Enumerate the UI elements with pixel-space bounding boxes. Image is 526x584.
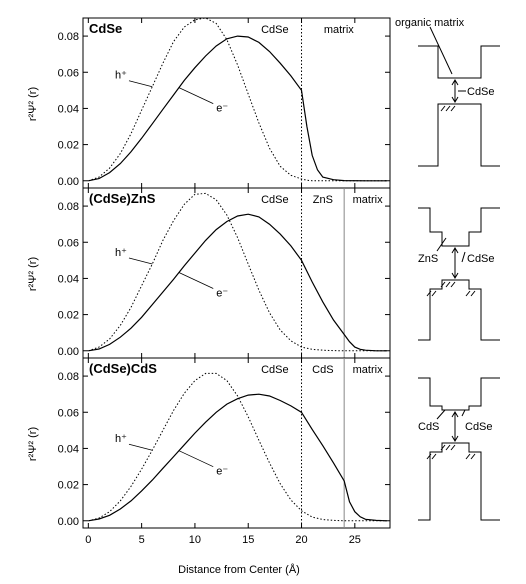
panel-title: (CdSe)CdS	[89, 361, 157, 376]
gap-arrow-head	[451, 79, 459, 103]
hole-curve	[88, 192, 387, 352]
region-label: CdSe	[261, 194, 289, 206]
plot-frame	[82, 357, 391, 529]
x-tick-label: 0	[85, 534, 91, 546]
electron-label: e⁻	[216, 103, 228, 115]
panel-title: (CdSe)ZnS	[89, 191, 156, 206]
region-label: CdSe	[261, 24, 289, 36]
label-leader	[128, 80, 153, 88]
y-tick-label: 0.04	[58, 443, 79, 455]
y-axis-label: r²Ψ² (r)	[27, 257, 39, 291]
y-tick-label: 0.08	[58, 201, 79, 213]
x-axis-label: Distance from Center (Å)	[178, 563, 300, 576]
diagram-label-zns: ZnS	[418, 253, 438, 265]
electron-label: e⁻	[216, 288, 228, 300]
panel-2: 0.00 0.02 0.04 0.06 0.08 (CdSe)CdS CdSe CdS matr…	[58, 357, 391, 529]
valence-band-edge	[418, 279, 500, 341]
electron-curve	[88, 393, 387, 522]
label-leader	[178, 272, 214, 289]
y-tick-label: 0.02	[58, 140, 79, 152]
x-tick-label: 5	[139, 534, 145, 546]
y-tick-label: 0.00	[58, 516, 79, 528]
panel-1: 0.00 0.02 0.04 0.06 0.08 (CdSe)ZnS CdSe ZnS matr…	[58, 187, 391, 359]
hatch-marks	[440, 105, 456, 112]
hole-label: h⁺	[115, 433, 127, 445]
conduction-band-edge	[418, 45, 500, 79]
diagram-label-cdse: CdSe	[465, 421, 493, 433]
hole-label: h⁺	[115, 247, 127, 259]
region-label: matrix	[353, 364, 383, 376]
y-axis-label: r²Ψ² (r)	[27, 427, 39, 461]
region-label: ZnS	[313, 194, 333, 206]
electron-label: e⁻	[216, 466, 228, 478]
valence-band-edge	[418, 103, 500, 167]
y-axis-label: r²Ψ² (r)	[27, 87, 39, 121]
region-label: CdSe	[261, 364, 289, 376]
conduction-band-edge	[418, 207, 500, 247]
x-axis: 0 5 10 15 20 25	[85, 534, 361, 546]
y-tick-label: 0.02	[58, 310, 79, 322]
label-leader	[128, 443, 153, 451]
label-leader	[178, 450, 214, 468]
hole-curve	[88, 17, 387, 182]
plot-frame	[82, 17, 391, 189]
valence-band-edge	[418, 442, 500, 521]
hole-label: h⁺	[115, 70, 127, 82]
y-tick-label: 0.06	[58, 407, 79, 419]
gap-arrow-head	[451, 247, 459, 279]
diagram-label-cdse: CdSe	[467, 253, 495, 265]
electron-curve	[88, 35, 387, 182]
band-diagram-cdse-cds	[418, 377, 500, 521]
x-tick-label: 20	[295, 534, 307, 546]
x-tick-label: 25	[349, 534, 361, 546]
hatch-marks	[426, 281, 476, 297]
hatch-marks	[426, 444, 476, 460]
panel-0: 0.00 0.02 0.04 0.06 0.08 CdSe CdSe matrix h⁺ e⁻	[58, 17, 391, 189]
x-tick-label: 15	[242, 534, 254, 546]
region-label: matrix	[324, 24, 354, 36]
region-label: CdS	[312, 364, 333, 376]
gap-arrow-head	[451, 411, 459, 442]
y-tick-label: 0.00	[58, 346, 79, 358]
band-diagram-cdse-zns	[418, 207, 500, 341]
diagram-label-cdse: CdSe	[467, 86, 495, 98]
y-tick-label: 0.06	[58, 67, 79, 79]
conduction-band-edge	[418, 377, 500, 411]
leader-line	[461, 251, 466, 263]
region-label: matrix	[353, 194, 383, 206]
hole-curve	[88, 372, 387, 522]
band-diagram-cdse	[418, 26, 500, 167]
x-tick-label: 10	[189, 534, 201, 546]
y-tick-label: 0.06	[58, 237, 79, 249]
panel-title: CdSe	[89, 21, 122, 36]
y-tick-label: 0.02	[58, 480, 79, 492]
electron-curve	[88, 213, 387, 352]
leader-line	[436, 237, 447, 252]
leader-line	[429, 26, 453, 75]
y-tick-label: 0.08	[58, 31, 79, 43]
label-leader	[178, 87, 214, 104]
y-tick-label: 0.04	[58, 273, 79, 285]
y-tick-label: 0.04	[58, 103, 79, 115]
diagram-label-organic-matrix: organic matrix	[395, 17, 465, 29]
leader-line	[461, 409, 466, 417]
label-leader	[128, 257, 153, 265]
diagram-label-cds: CdS	[418, 421, 439, 433]
y-tick-label: 0.00	[58, 176, 79, 188]
leader-line	[436, 409, 446, 420]
y-tick-label: 0.08	[58, 371, 79, 383]
